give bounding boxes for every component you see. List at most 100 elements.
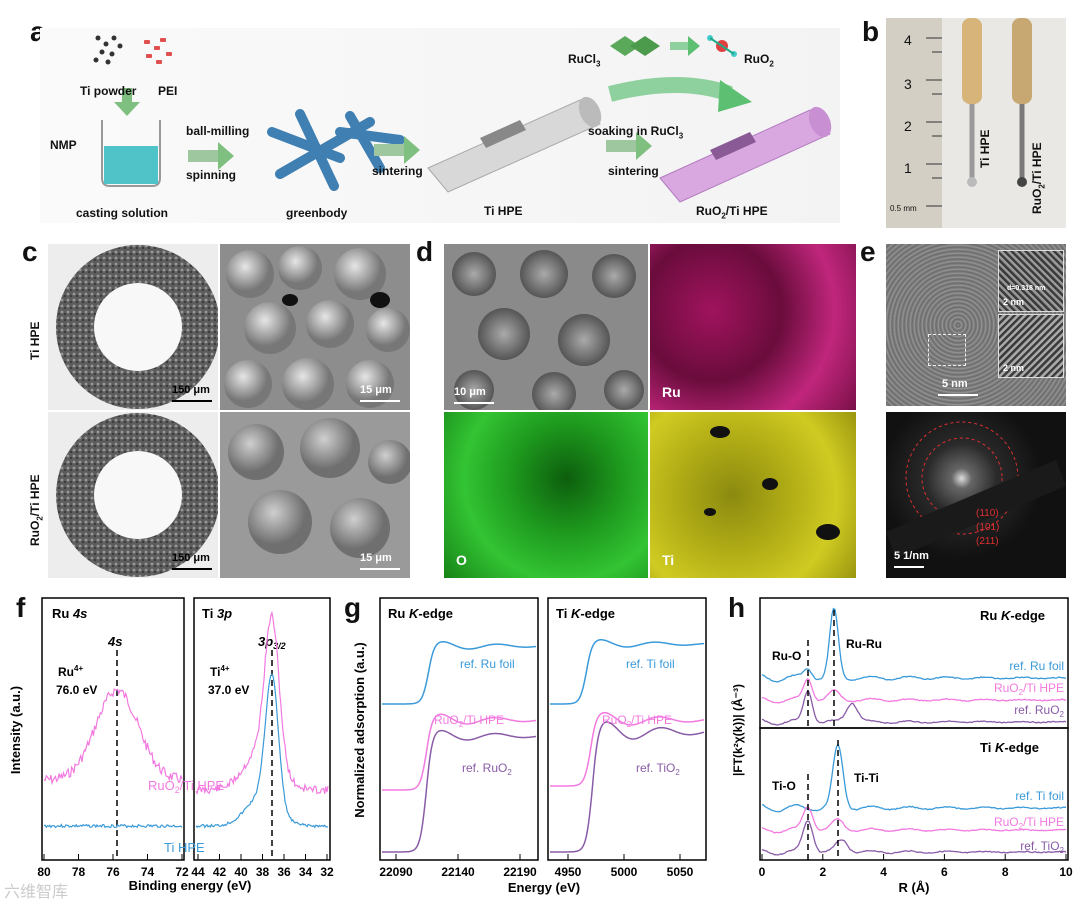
f-curve-ti-ru4s (43, 823, 183, 829)
h-curve-ruo2-ti-hpe-ti (761, 806, 1067, 834)
f-right-tick: 38 (256, 865, 270, 879)
h-t2: RuO2/Ti HPE (994, 681, 1064, 697)
sem-d-surface: 10 μm (444, 244, 648, 410)
label-ruo2-ti-hpe: RuO2/Ti HPE (696, 204, 768, 221)
h-curve-ruo2-ti-hpe-ru (761, 677, 1067, 704)
f-right-tick: 36 (277, 865, 291, 879)
f-right-tick: 32 (320, 865, 334, 879)
scale-c3: 150 μm (172, 552, 210, 564)
f-right-title: Ti 3p (202, 606, 232, 621)
h-tick: 6 (941, 865, 948, 879)
h-bot-title: Ti K-edge (980, 740, 1039, 755)
h-b3: ref. TiO2 (1020, 839, 1064, 855)
panel-h-label: h (728, 592, 746, 623)
panel-h-chart: |FT(k²χ(k))| (Å⁻³) Ru K-edge Ti K-edge R… (730, 597, 1073, 895)
eds-ti-map: Ti (650, 412, 856, 578)
beaker-icon (101, 120, 161, 187)
h-top-title: Ru K-edge (980, 608, 1045, 623)
label-pei: PEI (158, 84, 178, 98)
down-arrow-icon (114, 88, 140, 116)
h-tick: 4 (880, 865, 887, 879)
arrow-3-icon (606, 132, 652, 160)
g-left-tick: 22190 (503, 865, 537, 879)
d-spacing-label: d=0.318 nm (1007, 285, 1046, 292)
h-ruo: Ru-O (772, 649, 801, 663)
ruo2-holder-icon (1012, 18, 1032, 104)
watermark: 六维智库 (4, 884, 69, 901)
h-b2: RuO2/Ti HPE (994, 815, 1064, 831)
g-left-title: Ru K-edge (388, 606, 453, 621)
h-titi: Ti-Ti (854, 771, 879, 785)
f-ru4-label: Ru4+ (58, 664, 83, 679)
label-casting-solution: casting solution (76, 206, 169, 220)
label-greenbody: greenbody (286, 206, 348, 220)
panel-b-label: b (862, 16, 880, 47)
ring-110: (110) (976, 508, 999, 519)
panel-f-chart: Intensity (a.u.) Ru 4s Ti 3p 4s 3p3/2 Ru… (8, 597, 334, 893)
h-t3: ref. RuO2 (1014, 703, 1064, 719)
f-left-tick: 80 (37, 865, 51, 879)
label-rucl3: RuCl3 (568, 52, 601, 69)
h-tick: 2 (819, 865, 826, 879)
label-soaking: soaking in RuCl3 (588, 124, 684, 141)
panel-d-label: d (416, 236, 434, 267)
panel-e-label: e (860, 236, 876, 267)
h-tick: 8 (1002, 865, 1009, 879)
rucl3-arrow-icon (670, 36, 700, 56)
g-l1: ref. Ru foil (460, 657, 515, 671)
ti-hpe-holder-icon (962, 18, 982, 104)
ruler-unit: 0.5 mm (890, 204, 917, 213)
g-curve-ti-foil (550, 639, 704, 705)
label-ti-powder: Ti powder (80, 84, 137, 98)
f-right-tick: 42 (213, 865, 227, 879)
sem-ti-hpe-zoom: 15 μm (220, 244, 410, 410)
ti-powder-icon (93, 35, 123, 65)
f-left-tick: 76 (106, 865, 120, 879)
eds-ru-map: Ru (650, 244, 856, 410)
f-ti4-value: 37.0 eV (208, 683, 249, 697)
label-nmp: NMP (50, 138, 77, 152)
panel-g-label: g (344, 592, 362, 623)
arrow-1-icon (188, 142, 234, 170)
g-ylabel: Normalized adsorption (a.u.) (352, 642, 367, 818)
label-ti-hpe: Ti HPE (484, 204, 523, 218)
f-ti4-label: Ti4+ (210, 664, 230, 679)
f-right-tick: 40 (234, 865, 248, 879)
arrow-2-icon (374, 136, 420, 164)
label-sintering-2: sintering (608, 164, 659, 178)
hrtem-image: d=0.318 nm 2 nm 2 nm 5 nm (886, 244, 1066, 406)
eds-o-map: O (444, 412, 648, 578)
scale-c4: 15 μm (360, 552, 392, 564)
sem-ti-hpe-cross-section: 150 μm (48, 244, 218, 410)
f-curve-ruo2-ru4s (43, 688, 183, 786)
scale-e1: 5 nm (942, 378, 968, 390)
ruo2-crystal-icon (707, 35, 737, 57)
f-ylabel: Intensity (a.u.) (8, 686, 23, 774)
label-sintering-1: sintering (372, 164, 423, 178)
f-ru4-value: 76.0 eV (56, 683, 97, 697)
label-o: O (456, 552, 467, 568)
greenbody-icon (267, 109, 405, 191)
sem-ruo2-zoom: 15 μm (220, 412, 410, 578)
h-t1: ref. Ru foil (1009, 659, 1064, 673)
ring-211: (211) (976, 536, 999, 547)
pei-icon (144, 38, 172, 64)
panel-f-label: f (16, 592, 26, 623)
panel-b-photo: 4 3 2 1 0.5 mm Ti HPE RuO2/Ti HPE (886, 18, 1066, 228)
ring-101: (101) (976, 522, 1000, 533)
scale-e3: 2 nm (1003, 363, 1025, 373)
label-ball-milling: ball-milling (186, 124, 250, 138)
g-r3: ref. TiO2 (636, 761, 680, 777)
sem-ruo2-cross-section: 150 μm (48, 412, 218, 578)
f-right-tick: 44 (191, 865, 205, 879)
g-xlabel: Energy (eV) (508, 880, 580, 895)
g-left-tick: 22140 (441, 865, 475, 879)
f-peak-3p: 3p3/2 (258, 634, 286, 651)
f-curve-ruo2-ti3p (195, 610, 329, 795)
label-b-ti-hpe: Ti HPE (978, 129, 992, 168)
f-series-ruo2: RuO2/Ti HPE (148, 778, 224, 795)
g-right-title: Ti K-edge (556, 606, 615, 621)
ruler-num-3: 3 (904, 76, 912, 92)
h-curve-ti-foil (761, 742, 1067, 813)
f-left-tick: 78 (72, 865, 86, 879)
